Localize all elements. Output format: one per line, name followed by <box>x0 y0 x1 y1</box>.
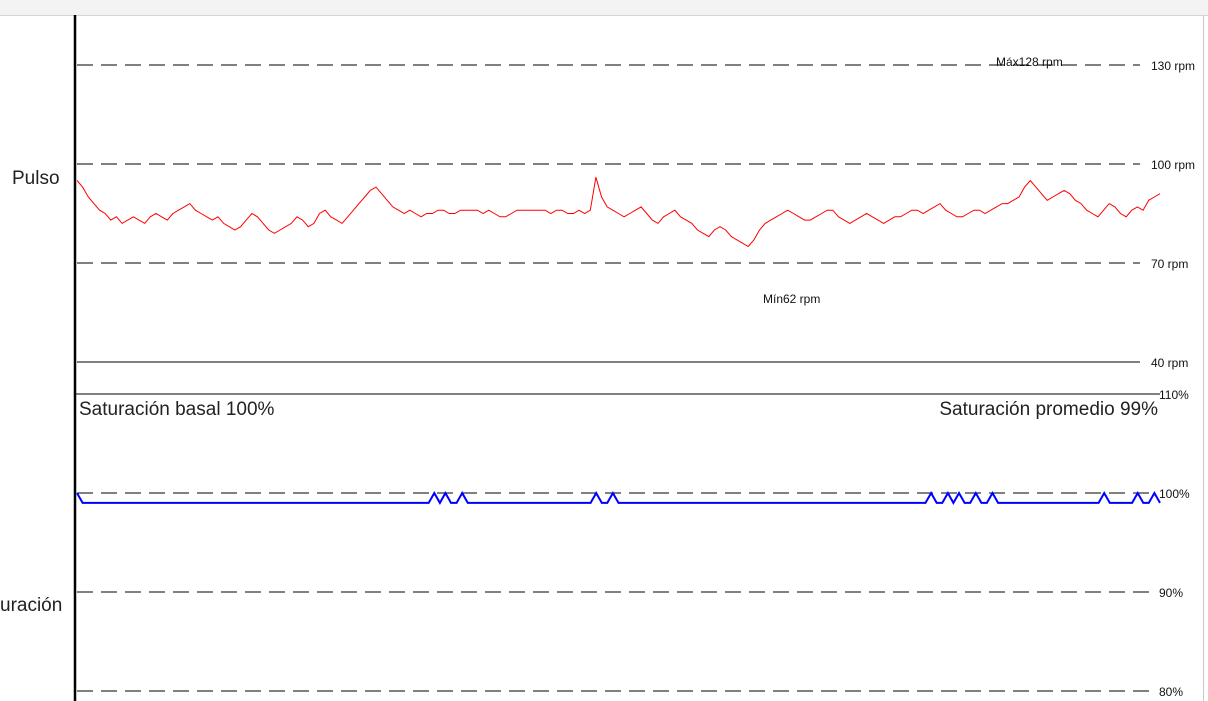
pulse-tick-label: 130 rpm <box>1151 59 1195 73</box>
pulse-tick-labels: 130 rpm 100 rpm 70 rpm 40 rpm <box>1151 59 1195 370</box>
pulse-tick-label: 100 rpm <box>1151 158 1195 172</box>
saturation-tick-labels: 110% 100% 90% 80% <box>1159 388 1190 699</box>
pulse-gridlines <box>77 64 1140 363</box>
saturation-panel-label: uración <box>0 595 63 616</box>
saturation-tick-label: 80% <box>1159 685 1183 699</box>
min-annotation: Mín62 rpm <box>763 292 820 306</box>
saturation-tick-label: 110% <box>1159 388 1189 402</box>
basal-saturation-text: Saturación basal 100% <box>79 399 275 420</box>
pulse-tick-label: 40 rpm <box>1151 356 1188 370</box>
saturation-gridlines <box>77 492 1150 692</box>
pulse-tick-label: 70 rpm <box>1151 257 1188 271</box>
saturation-series-line <box>76 490 1161 505</box>
pulse-series-line <box>76 177 1161 248</box>
pulse-panel-label: Pulso <box>12 168 60 189</box>
max-annotation: Máx128 rpm <box>996 55 1063 69</box>
window-top-strip <box>0 0 1208 16</box>
window-right-border <box>1203 15 1204 701</box>
saturation-tick-label: 90% <box>1159 586 1183 600</box>
average-saturation-text: Saturación promedio 99% <box>939 399 1158 420</box>
saturation-tick-label: 100% <box>1159 487 1190 501</box>
